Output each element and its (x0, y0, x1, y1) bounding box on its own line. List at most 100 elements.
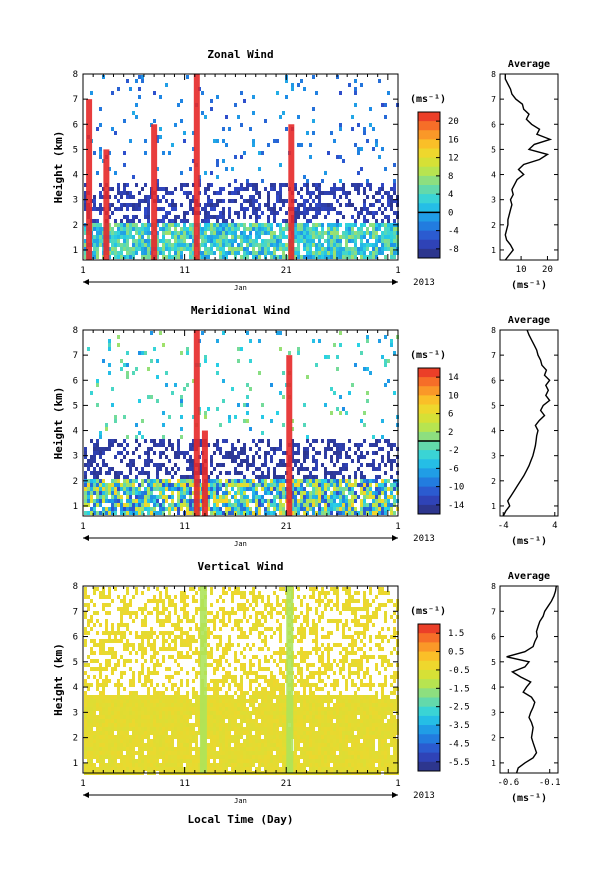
heatmap-cell (168, 635, 171, 639)
heatmap-cell (102, 679, 105, 683)
heatmap-cell (114, 251, 117, 255)
heatmap-cell (159, 691, 162, 695)
heatmap-cell (291, 507, 294, 511)
heatmap-cell (306, 475, 309, 479)
heatmap-cell (354, 207, 357, 211)
heatmap-cell (135, 615, 138, 619)
heatmap-cell (381, 507, 384, 511)
heatmap-cell (279, 243, 282, 247)
heatmap-cell (177, 511, 180, 515)
heatmap-cell (339, 511, 342, 515)
heatmap-cell (273, 471, 276, 475)
heatmap-cell (321, 255, 324, 259)
heatmap-cell (189, 491, 192, 495)
heatmap-cell (237, 347, 240, 351)
heatmap-cell (354, 495, 357, 499)
heatmap-cell (96, 687, 99, 691)
heatmap-cell (360, 491, 363, 495)
heatmap-cell (111, 759, 114, 763)
heatmap-cell (123, 763, 126, 767)
heatmap-cell (102, 687, 105, 691)
heatmap-cell (165, 759, 168, 763)
heatmap-cell (111, 491, 114, 495)
heatmap-cell (228, 739, 231, 743)
heatmap-cell (135, 495, 138, 499)
heatmap-cell (273, 251, 276, 255)
heatmap-cell (120, 487, 123, 491)
heatmap-cell (357, 483, 360, 487)
month-axis-arrow (83, 279, 89, 285)
heatmap-cell (201, 235, 204, 239)
heatmap-cell (312, 215, 315, 219)
heatmap-cell (186, 243, 189, 247)
heatmap-cell (111, 467, 114, 471)
heatmap-cell (384, 491, 387, 495)
heatmap-cell (354, 239, 357, 243)
heatmap-cell (363, 215, 366, 219)
heatmap-cell (237, 723, 240, 727)
heatmap-cell (183, 595, 186, 599)
heatmap-cell (339, 251, 342, 255)
heatmap-cell (150, 511, 153, 515)
heatmap-cell (357, 231, 360, 235)
heatmap-cell (225, 659, 228, 663)
heatmap-cell (378, 251, 381, 255)
heatmap-cell (321, 479, 324, 483)
heatmap-cell (180, 627, 183, 631)
heatmap-cell (129, 255, 132, 259)
heatmap-cell (168, 619, 171, 623)
heatmap-cell (354, 231, 357, 235)
average-x-label: (ms⁻¹) (511, 280, 547, 291)
heatmap-cell (216, 479, 219, 483)
heatmap-cell (339, 223, 342, 227)
heatmap-cell (321, 231, 324, 235)
heatmap-cell (345, 231, 348, 235)
heatmap-cell (111, 667, 114, 671)
heatmap-cell (264, 491, 267, 495)
heatmap-cell (282, 511, 285, 515)
heatmap-cell (105, 707, 108, 711)
heatmap-cell (246, 255, 249, 259)
colorbar-segment (418, 248, 440, 259)
heatmap-cell (144, 243, 147, 247)
heatmap-cell (300, 195, 303, 199)
heatmap-cell (132, 747, 135, 751)
heatmap-cell (213, 511, 216, 515)
heatmap-cell (279, 231, 282, 235)
heatmap-cell (333, 471, 336, 475)
heatmap-cell (105, 683, 108, 687)
heatmap-cell (117, 207, 120, 211)
heatmap-cell (219, 659, 222, 663)
heatmap-cell (174, 659, 177, 663)
heatmap-cell (270, 255, 273, 259)
heatmap-cell (87, 759, 90, 763)
heatmap-cell (147, 211, 150, 215)
heatmap-cell (231, 455, 234, 459)
heatmap-cell (327, 507, 330, 511)
heatmap-cell (99, 207, 102, 211)
heatmap-cell (114, 767, 117, 771)
heatmap-cell (165, 247, 168, 251)
heatmap-cell (129, 463, 132, 467)
heatmap-cell (99, 503, 102, 507)
heatmap-cell (117, 703, 120, 707)
heatmap-cell (126, 715, 129, 719)
heatmap-cell (237, 463, 240, 467)
heatmap-cell (312, 223, 315, 227)
y-tick-label: 5 (73, 145, 78, 155)
heatmap-cell (324, 239, 327, 243)
heatmap-cell (96, 739, 99, 743)
heatmap-cell (243, 199, 246, 203)
heatmap-cell (84, 191, 87, 195)
heatmap-cell (222, 239, 225, 243)
heatmap-cell (93, 511, 96, 515)
heatmap-cell (132, 767, 135, 771)
heatmap-cell (315, 215, 318, 219)
heatmap-cell (93, 623, 96, 627)
heatmap-cell (381, 235, 384, 239)
heatmap-cell (129, 251, 132, 255)
heatmap-cell (234, 727, 237, 731)
heatmap-cell (171, 247, 174, 251)
heatmap-cell (318, 479, 321, 483)
heatmap-cell (240, 591, 243, 595)
